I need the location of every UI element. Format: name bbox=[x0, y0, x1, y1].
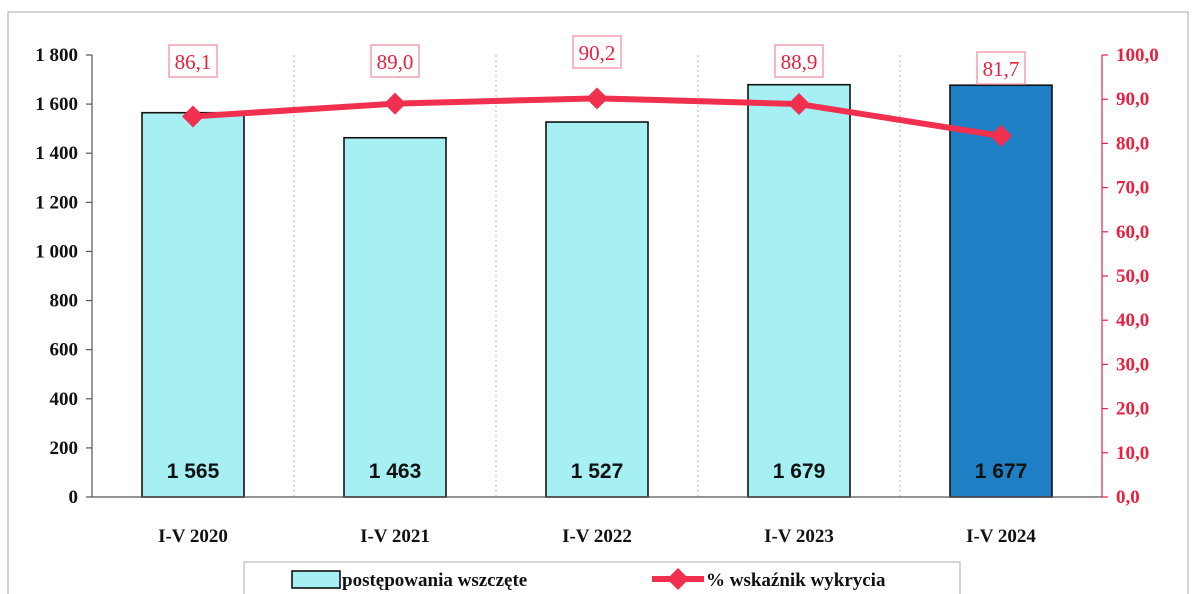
right-tick-label: 80,0 bbox=[1116, 133, 1149, 154]
bar-value-label: 1 677 bbox=[975, 460, 1028, 483]
line-label-box bbox=[572, 35, 622, 69]
left-tick-label: 1 000 bbox=[35, 241, 78, 262]
category-axis: I-V 2020 I-V 2021 I-V 2022 I-V 2023 I-V 2024 bbox=[92, 496, 1102, 547]
line-label-box bbox=[370, 44, 420, 78]
left-tick-label: 0 bbox=[69, 487, 79, 508]
left-tick-label: 1 600 bbox=[35, 94, 78, 115]
right-axis: 0,0 10,0 20,0 30,0 40,0 50,0 60,0 70,0 80,0 90,0 1… bbox=[1101, 45, 1159, 508]
line-value-label: 90,2 bbox=[579, 41, 616, 65]
line-value-label: 88,9 bbox=[781, 50, 818, 74]
left-axis: 0 200 400 600 800 1 000 1 200 1 400 1 600 1 800 bbox=[35, 45, 93, 508]
line-series bbox=[182, 87, 1012, 147]
grid bbox=[293, 55, 901, 497]
legend-bar-swatch bbox=[291, 570, 341, 589]
left-tick-label: 1 200 bbox=[35, 192, 78, 213]
right-tick-label: 10,0 bbox=[1116, 443, 1149, 464]
left-tick-label: 1 400 bbox=[35, 143, 78, 164]
right-tick-label: 30,0 bbox=[1116, 354, 1149, 375]
left-tick-label: 800 bbox=[50, 291, 79, 312]
bar bbox=[545, 121, 649, 498]
line-marker bbox=[586, 87, 608, 110]
line-label-box bbox=[168, 44, 218, 78]
bar-labels: 1 565 1 463 1 527 1 679 1 677 bbox=[167, 460, 1028, 483]
line-value-label: 81,7 bbox=[983, 57, 1020, 81]
left-tick-label: 400 bbox=[50, 389, 79, 410]
left-tick-label: 1 800 bbox=[35, 45, 78, 66]
category-label: I-V 2022 bbox=[562, 526, 632, 547]
left-tick-label: 600 bbox=[50, 340, 79, 361]
line-value-label: 89,0 bbox=[377, 50, 414, 74]
right-tick-label: 70,0 bbox=[1116, 178, 1149, 199]
bar bbox=[141, 111, 245, 498]
category-label: I-V 2020 bbox=[158, 526, 228, 547]
legend-line-label: % wskaźnik wykrycia bbox=[706, 570, 886, 591]
left-tick-label: 200 bbox=[50, 438, 79, 459]
line-value-label: 86,1 bbox=[175, 50, 212, 74]
legend-bar-label: postępowania wszczęte bbox=[342, 570, 527, 591]
right-tick-label: 20,0 bbox=[1116, 399, 1149, 420]
line-marker bbox=[990, 124, 1012, 147]
right-tick-label: 0,0 bbox=[1116, 487, 1140, 508]
bar bbox=[747, 83, 851, 498]
line-marker bbox=[788, 93, 810, 116]
bar-value-label: 1 565 bbox=[167, 460, 220, 483]
legend-line-marker bbox=[667, 568, 689, 590]
category-label: I-V 2024 bbox=[966, 526, 1036, 547]
bar-value-label: 1 463 bbox=[369, 460, 422, 483]
right-tick-label: 90,0 bbox=[1116, 89, 1149, 110]
category-label: I-V 2021 bbox=[360, 526, 430, 547]
line-labels: 86,1 89,0 90,2 88,9 81,7 bbox=[168, 35, 1026, 85]
bar-value-label: 1 679 bbox=[773, 460, 826, 483]
right-tick-label: 60,0 bbox=[1116, 222, 1149, 243]
category-label: I-V 2023 bbox=[764, 526, 834, 547]
legend-box bbox=[243, 561, 961, 594]
bar bbox=[343, 136, 447, 498]
right-tick-label: 40,0 bbox=[1116, 310, 1149, 331]
bars bbox=[141, 83, 1053, 498]
right-tick-label: 100,0 bbox=[1116, 45, 1159, 66]
bar-value-label: 1 527 bbox=[571, 460, 624, 483]
bar bbox=[949, 84, 1053, 498]
line-label-box bbox=[774, 44, 824, 78]
legend: postępowania wszczęte % wskaźnik wykrycia bbox=[243, 561, 961, 594]
chart-frame bbox=[7, 11, 1189, 594]
line-marker bbox=[384, 92, 406, 115]
line-label-box bbox=[976, 51, 1026, 85]
right-tick-label: 50,0 bbox=[1116, 266, 1149, 287]
line-marker bbox=[182, 105, 204, 128]
